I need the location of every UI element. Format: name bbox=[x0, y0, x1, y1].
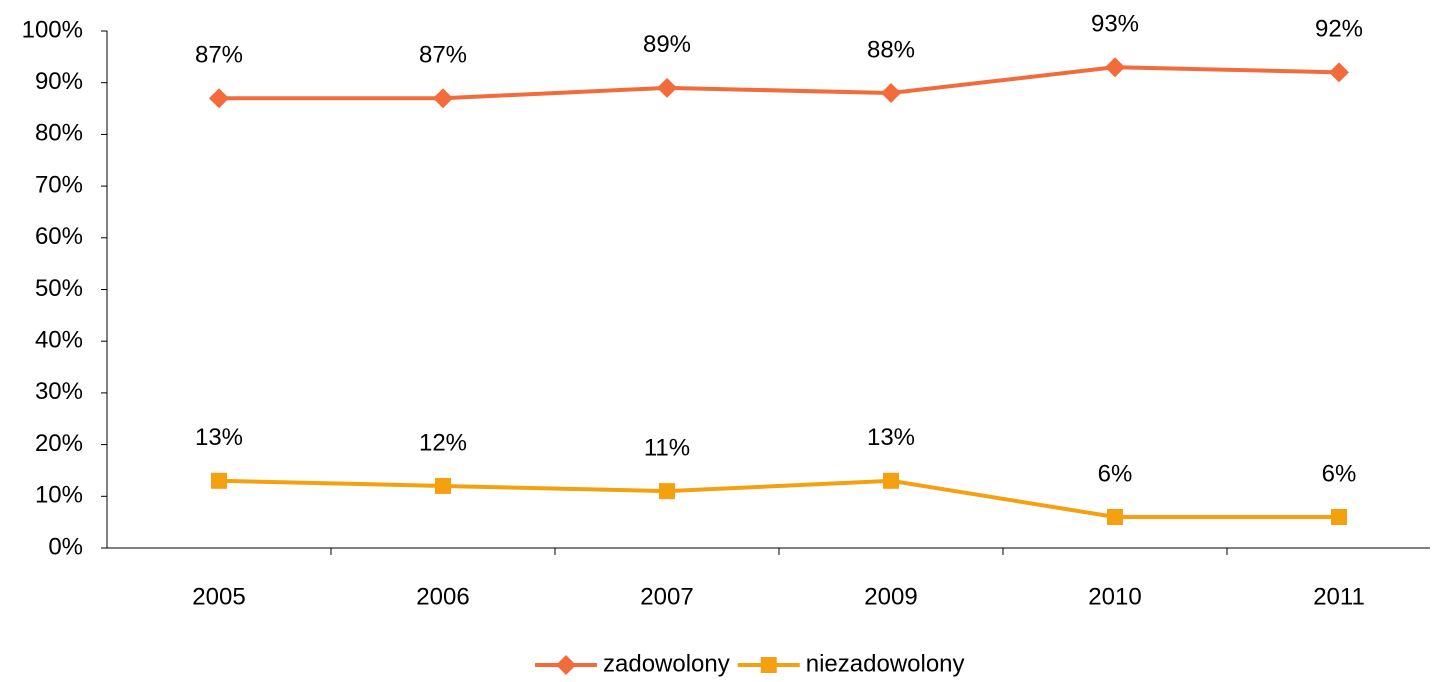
point bbox=[433, 88, 453, 109]
point bbox=[1329, 62, 1349, 83]
data-label: 92% bbox=[1315, 16, 1363, 43]
y-tick-label: 30% bbox=[35, 378, 83, 405]
point bbox=[1107, 508, 1123, 525]
x-tick-label: 2011 bbox=[1313, 583, 1365, 610]
y-tick-label: 50% bbox=[35, 275, 83, 302]
y-tick-label: 10% bbox=[35, 482, 83, 509]
x-tick-label: 2005 bbox=[192, 583, 245, 610]
line bbox=[218, 478, 1339, 519]
point bbox=[1331, 508, 1347, 525]
line bbox=[219, 65, 1340, 101]
data-label: 6% bbox=[1322, 460, 1357, 487]
data-label: 87% bbox=[195, 42, 243, 69]
y-tick-label: 80% bbox=[35, 120, 83, 147]
y-tick-label: 70% bbox=[35, 171, 83, 198]
legend-label: zadowolony bbox=[603, 650, 730, 677]
y-tick-label: 90% bbox=[35, 68, 83, 95]
legend-marker bbox=[556, 655, 576, 675]
y-tick-label: 40% bbox=[35, 327, 83, 354]
data-label: 89% bbox=[643, 31, 691, 58]
data-label: 13% bbox=[867, 424, 915, 451]
point bbox=[209, 88, 229, 109]
legend-label: niezadowolony bbox=[806, 650, 965, 677]
point bbox=[881, 83, 901, 104]
data-label: 11% bbox=[644, 434, 690, 461]
point bbox=[211, 472, 227, 489]
y-tick-label: 100% bbox=[22, 16, 83, 43]
data-label: 88% bbox=[867, 36, 915, 63]
x-tick-label: 2006 bbox=[416, 583, 469, 610]
point bbox=[659, 483, 675, 500]
y-tick-label: 20% bbox=[35, 430, 83, 457]
data-label: 87% bbox=[419, 42, 467, 69]
y-tick-label: 0% bbox=[48, 533, 83, 560]
data-label: 12% bbox=[419, 429, 467, 456]
point bbox=[657, 77, 677, 98]
x-tick-label: 2007 bbox=[640, 583, 693, 610]
data-label: 13% bbox=[195, 424, 243, 451]
x-tick-label: 2009 bbox=[864, 583, 917, 610]
y-tick-label: 60% bbox=[35, 223, 83, 250]
point bbox=[883, 472, 899, 489]
point bbox=[1105, 57, 1125, 78]
data-label: 93% bbox=[1091, 11, 1139, 38]
data-label: 6% bbox=[1098, 460, 1133, 487]
legend-marker bbox=[760, 657, 777, 673]
x-tick-label: 2010 bbox=[1088, 583, 1141, 610]
point bbox=[435, 477, 451, 494]
